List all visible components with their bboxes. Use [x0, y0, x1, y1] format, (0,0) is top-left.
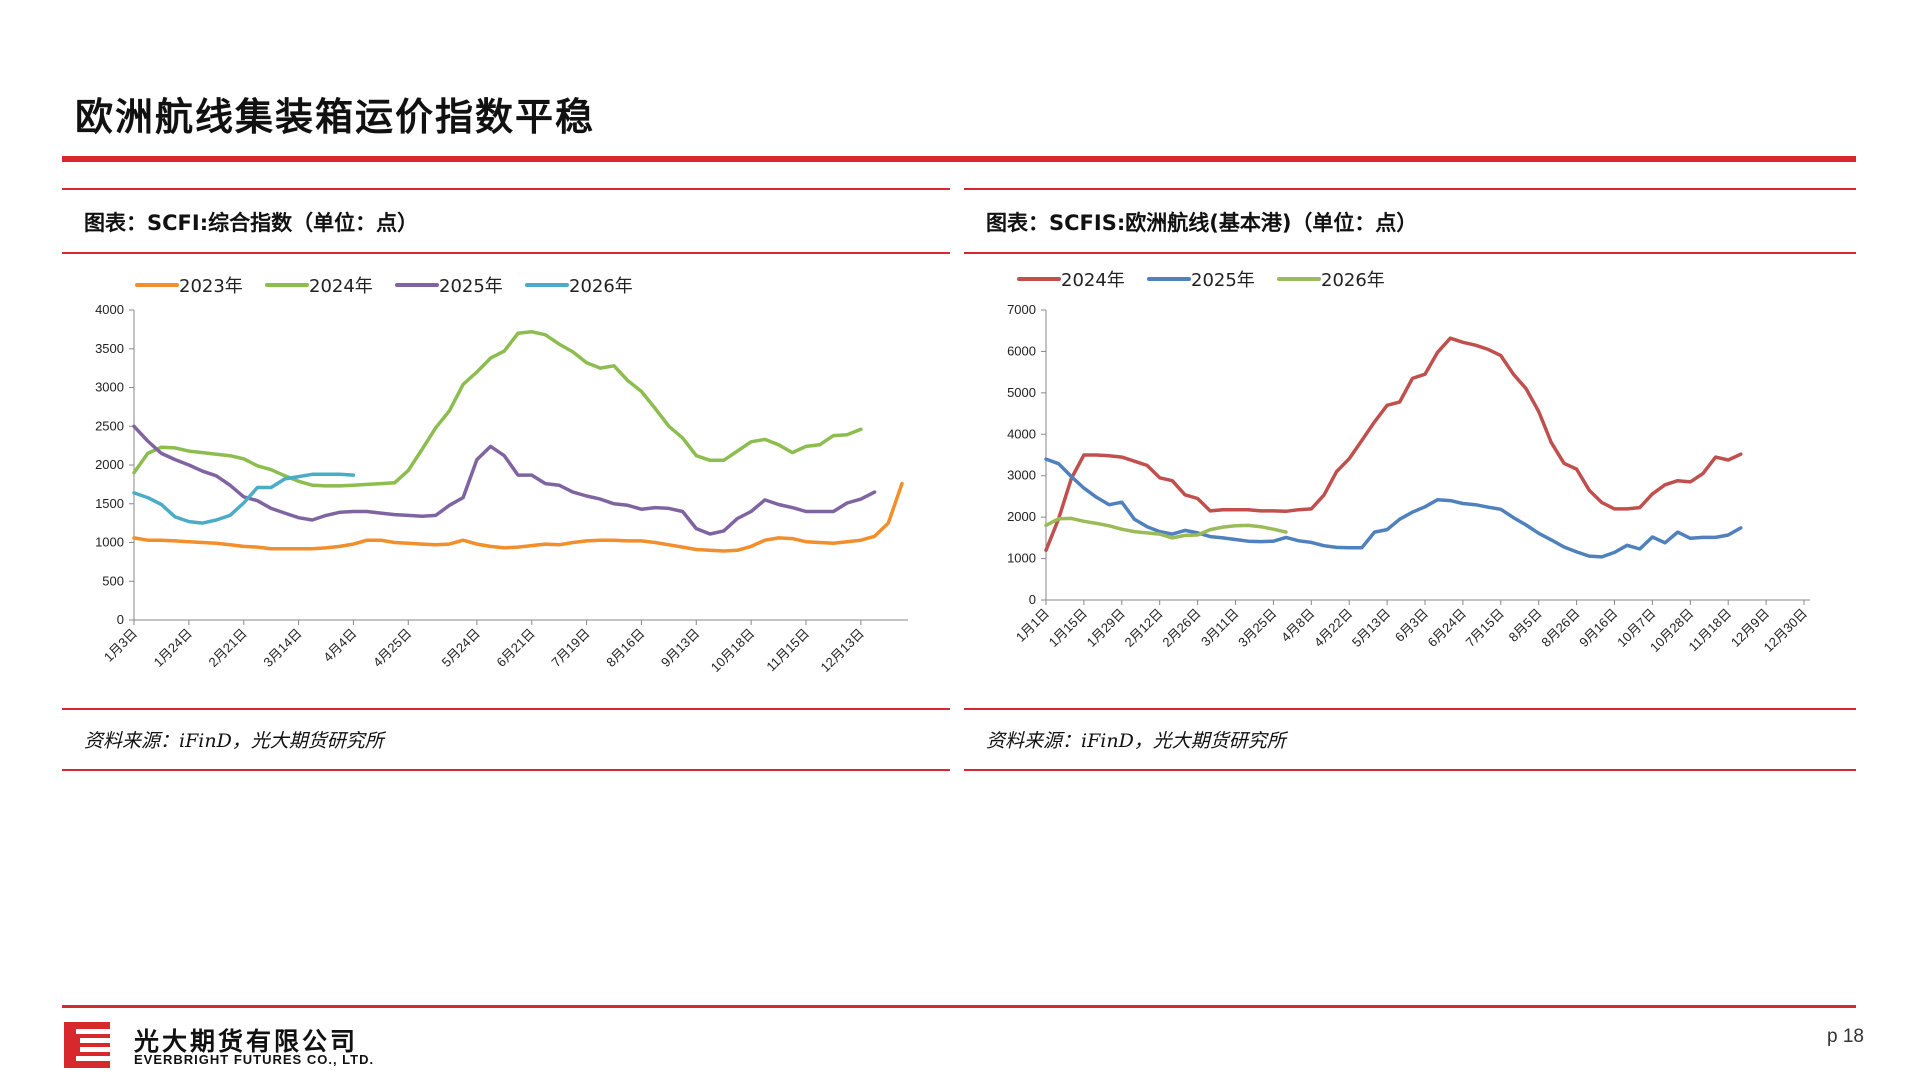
panel-left-header-rule [62, 252, 950, 254]
x-tick-label: 3月11日 [1198, 606, 1242, 650]
x-tick-label: 7月15日 [1463, 606, 1507, 650]
y-tick-label: 2000 [1007, 509, 1036, 524]
y-tick-label: 1500 [95, 496, 124, 511]
y-tick-label: 2500 [95, 418, 124, 433]
x-tick-label: 4月22日 [1311, 606, 1355, 650]
legend-label: 2023年 [179, 276, 243, 297]
x-tick-label: 1月24日 [151, 626, 195, 670]
series-line-2025年 [1044, 457, 1743, 559]
y-tick-label: 0 [1029, 592, 1036, 607]
x-tick-label: 3月14日 [260, 626, 304, 670]
y-tick-label: 4000 [95, 302, 124, 317]
x-tick-label: 5月13日 [1349, 606, 1393, 650]
series-line-2023年 [132, 481, 904, 553]
x-tick-label: 9月16日 [1576, 606, 1620, 650]
y-tick-label: 3000 [95, 380, 124, 395]
x-tick-label: 2月21日 [205, 626, 249, 670]
x-tick-label: 3月25日 [1235, 606, 1279, 650]
x-tick-label: 2月12日 [1121, 606, 1165, 650]
legend-label: 2026年 [1321, 270, 1385, 291]
panel-right-source: 资料来源：iFinD，光大期货研究所 [986, 730, 1286, 752]
panel-left-title: 图表：SCFI:综合指数（单位：点） [84, 211, 419, 235]
y-tick-label: 3500 [95, 341, 124, 356]
panel-right-bottom-rule [964, 769, 1856, 771]
series-line-2026年 [1044, 516, 1288, 540]
scfis-europe-chart: 010002000300040005000600070001月1日1月15日1月… [1007, 270, 1810, 655]
x-tick-label: 4月4日 [320, 626, 359, 665]
x-tick-label: 4月25日 [370, 626, 414, 670]
panel-left-source: 资料来源：iFinD，光大期货研究所 [84, 730, 384, 752]
x-tick-label: 6月24日 [1425, 606, 1469, 650]
x-tick-label: 9月13日 [658, 626, 702, 670]
panel-right-top-rule [964, 188, 1856, 190]
x-tick-label: 1月3日 [101, 626, 140, 665]
x-tick-label: 2月26日 [1159, 606, 1203, 650]
x-tick-label: 1月15日 [1046, 606, 1090, 650]
series-line-2025年 [132, 424, 877, 536]
y-tick-label: 2000 [95, 457, 124, 472]
y-tick-label: 1000 [95, 535, 124, 550]
y-tick-label: 0 [117, 612, 124, 627]
everbright-logo-icon [64, 1022, 110, 1068]
x-tick-label: 1月29日 [1084, 606, 1128, 650]
y-tick-label: 500 [102, 573, 124, 588]
footer-rule [62, 1005, 1856, 1008]
y-tick-label: 5000 [1007, 385, 1036, 400]
panel-right-header-rule [964, 252, 1856, 254]
x-tick-label: 8月26日 [1538, 606, 1582, 650]
series-line-2024年 [1044, 336, 1743, 553]
title-rule [62, 156, 1856, 162]
x-tick-label: 6月21日 [493, 626, 537, 670]
x-tick-label: 12月13日 [818, 626, 867, 675]
panel-right-source-rule [964, 708, 1856, 710]
x-tick-label: 8月16日 [603, 626, 647, 670]
y-tick-label: 6000 [1007, 343, 1036, 358]
page-number: p 18 [1827, 1026, 1864, 1047]
panel-right-title: 图表：SCFIS:欧洲航线(基本港)（单位：点） [986, 211, 1418, 235]
y-tick-label: 7000 [1007, 302, 1036, 317]
legend-label: 2025年 [439, 276, 503, 297]
x-tick-label: 5月24日 [439, 626, 483, 670]
legend-label: 2026年 [569, 276, 633, 297]
x-tick-label: 10月18日 [708, 626, 757, 675]
y-tick-label: 4000 [1007, 426, 1036, 441]
company-name-cn: 光大期货有限公司 [134, 1027, 359, 1056]
x-tick-label: 7月19日 [548, 626, 592, 670]
legend-label: 2024年 [309, 276, 373, 297]
series-line-2026年 [132, 472, 356, 525]
panel-left-source-rule [62, 708, 950, 710]
y-tick-label: 3000 [1007, 468, 1036, 483]
page-title: 欧洲航线集装箱运价指数平稳 [75, 94, 596, 139]
legend-label: 2024年 [1061, 270, 1125, 291]
y-tick-label: 1000 [1007, 551, 1036, 566]
x-tick-label: 11月15日 [763, 626, 812, 675]
company-name-en: EVERBRIGHT FUTURES CO., LTD. [134, 1052, 375, 1067]
series-line-2024年 [132, 329, 863, 488]
legend-label: 2025年 [1191, 270, 1255, 291]
panel-left-top-rule [62, 188, 950, 190]
scfi-composite-chart: 0 500 1000 1500 2000 2500 3000 3500 4000 1月3日 1月24… [95, 276, 908, 675]
panel-left-bottom-rule [62, 769, 950, 771]
